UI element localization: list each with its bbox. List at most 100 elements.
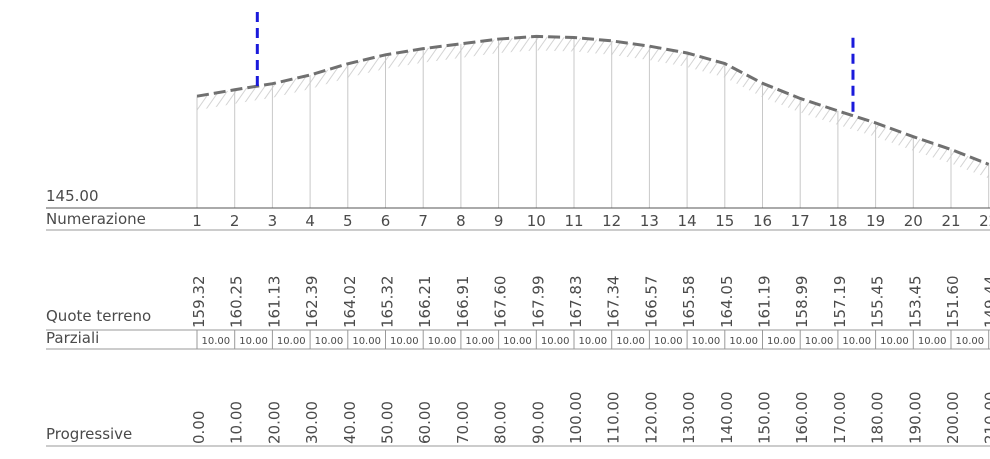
progressiva-label: 80.00 (492, 401, 510, 444)
progressiva-label: 110.00 (605, 392, 623, 445)
parziale-label: 10.00 (503, 336, 532, 347)
progressiva-label: 200.00 (944, 392, 962, 445)
parziale-label: 10.00 (579, 336, 608, 347)
station-number: 8 (456, 212, 466, 230)
station-number: 5 (343, 212, 353, 230)
parziale-label: 10.00 (315, 336, 344, 347)
quota-label: 160.25 (228, 276, 246, 329)
quota-label: 166.21 (416, 276, 434, 329)
quota-label: 161.13 (265, 276, 283, 329)
row-label-quote-terreno: Quote terreno (46, 307, 152, 325)
parziale-label: 10.00 (842, 336, 871, 347)
parziale-label: 10.00 (729, 336, 758, 347)
station-number: 19 (866, 212, 885, 230)
quota-label: 158.99 (793, 276, 811, 329)
progressiva-label: 20.00 (265, 401, 283, 444)
station-number: 18 (828, 212, 847, 230)
progressiva-label: 170.00 (831, 392, 849, 445)
parziale-label: 10.00 (541, 336, 570, 347)
quota-label: 153.45 (906, 276, 924, 329)
terrain-hatch (197, 36, 989, 179)
progressiva-label: 30.00 (303, 401, 321, 444)
parziale-label: 10.00 (428, 336, 457, 347)
quota-label: 164.05 (718, 276, 736, 329)
quota-label: 155.45 (869, 276, 887, 329)
parziale-label: 10.00 (880, 336, 909, 347)
station-number: 11 (564, 212, 583, 230)
parziale-label: 10.00 (390, 336, 419, 347)
row-label-progressive: Progressive (46, 425, 133, 443)
quota-label: 162.39 (303, 276, 321, 329)
quota-label: 167.60 (492, 276, 510, 328)
station-number: 17 (791, 212, 810, 230)
quota-label: 167.34 (605, 276, 623, 329)
quota-label: 167.99 (529, 276, 547, 329)
quota-label: 166.91 (454, 275, 472, 328)
station-number: 4 (305, 212, 315, 230)
progressiva-label: 160.00 (793, 392, 811, 445)
station-number: 21 (941, 212, 960, 230)
station-number: 20 (904, 212, 923, 230)
quota-label: 157.19 (831, 276, 849, 329)
quota-label: 164.02 (341, 276, 359, 329)
parziale-label: 10.00 (767, 336, 796, 347)
progressiva-label: 90.00 (529, 401, 547, 444)
parziale-label: 10.00 (352, 336, 381, 347)
parziale-label: 10.00 (277, 336, 306, 347)
parziale-label: 10.00 (616, 336, 645, 347)
station-number: 22 (979, 212, 990, 230)
progressiva-label: 120.00 (642, 392, 660, 445)
station-number: 15 (715, 212, 734, 230)
progressiva-label: 50.00 (379, 401, 397, 444)
station-labels: 1 159.32 10.00 0.00 2 160.25 10.00 10.00 3 161.13… (190, 212, 990, 444)
station-number: 6 (381, 212, 391, 230)
terrain-hatch-band (197, 36, 989, 179)
station-number: 9 (494, 212, 504, 230)
station-number: 12 (602, 212, 621, 230)
parziale-label: 10.00 (654, 336, 683, 347)
parziale-label: 10.00 (465, 336, 494, 347)
station-number: 10 (527, 212, 546, 230)
terrain-line (196, 34, 990, 166)
progressiva-label: 70.00 (454, 401, 472, 444)
parziale-label: 10.00 (239, 336, 268, 347)
parziale-label: 10.00 (202, 336, 231, 347)
progressiva-label: 40.00 (341, 401, 359, 444)
station-number: 16 (753, 212, 772, 230)
quota-label: 161.19 (756, 276, 774, 329)
station-number: 3 (268, 212, 278, 230)
datum-label: 145.00 (46, 187, 99, 205)
quota-label: 165.32 (379, 276, 397, 329)
progressiva-label: 210.00 (982, 392, 990, 444)
progressiva-label: 180.00 (869, 392, 887, 445)
parziale-label: 10.00 (956, 336, 985, 347)
station-number: 2 (230, 212, 240, 230)
progressiva-label: 130.00 (680, 392, 698, 445)
quota-label: 149.44 (982, 276, 990, 328)
progressiva-label: 140.00 (718, 392, 736, 445)
terrain-polyline (196, 34, 990, 166)
quota-label: 166.57 (642, 276, 660, 329)
parziale-label: 10.00 (918, 336, 947, 347)
progressiva-label: 60.00 (416, 401, 434, 444)
row-label-numerazione: Numerazione (46, 210, 146, 228)
quota-label: 151.60 (944, 276, 962, 329)
station-number: 1 (192, 212, 202, 230)
section-markers (255, 12, 855, 116)
progressiva-label: 0.00 (190, 411, 208, 444)
station-gridlines (196, 36, 990, 208)
station-number: 7 (418, 212, 428, 230)
quota-label: 167.83 (567, 276, 585, 329)
station-number: 14 (678, 212, 697, 230)
progressiva-label: 190.00 (906, 392, 924, 445)
progressiva-label: 150.00 (756, 392, 774, 445)
progressiva-label: 100.00 (567, 392, 585, 445)
quota-label: 159.32 (190, 276, 208, 329)
parziale-label: 10.00 (805, 336, 834, 347)
table-guide-lines (46, 207, 990, 447)
quota-label: 165.58 (680, 276, 698, 329)
station-number: 13 (640, 212, 659, 230)
row-label-parziali: Parziali (46, 329, 100, 347)
parziale-label: 10.00 (692, 336, 721, 347)
